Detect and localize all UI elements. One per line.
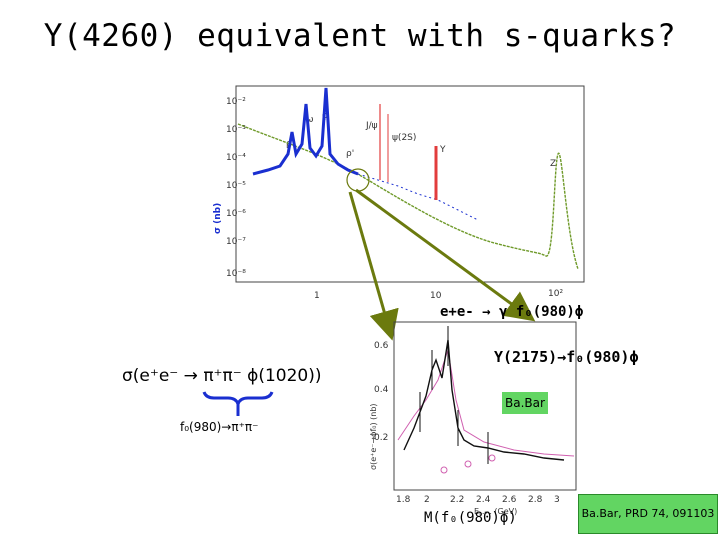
peak-annotation: ρ' [346, 149, 354, 159]
open-marker [464, 460, 472, 468]
open-marker [488, 454, 496, 462]
resonance-label: Y(2175)→f₀(980)ϕ [494, 348, 639, 366]
x-tick: 10 [430, 291, 442, 301]
plot-frame [235, 85, 585, 283]
peak-annotation: Υ [439, 145, 446, 155]
open-marker [440, 466, 448, 474]
x-tick: 1.8 [396, 495, 411, 505]
x-tick: 2.6 [502, 495, 517, 505]
babar-badge: Ba.Bar [502, 392, 548, 414]
y-tick: 0.2 [374, 433, 388, 443]
x-tick: 2.8 [528, 495, 543, 505]
low-energy-data [252, 87, 359, 176]
plot-frame [393, 321, 577, 491]
x-tick: 2.4 [476, 495, 491, 505]
x-tick: 2 [424, 495, 430, 505]
y-tick: 10⁻⁸ [226, 269, 246, 279]
y-tick: 0.4 [374, 385, 389, 395]
y-axis-label: σ(e⁺e⁻→ϕf₀) (nb) [369, 403, 378, 470]
main-formula: σ(e⁺e⁻ → π⁺π⁻ ϕ(1020)) [122, 366, 322, 386]
highlight-circle [346, 168, 370, 192]
mass-axis-label: M(f₀(980)ϕ) [424, 510, 517, 526]
y-tick: 10⁻⁵ [226, 181, 246, 191]
process-label: e+e- → γ f₀(980)ϕ [440, 304, 584, 320]
y-tick: 10⁻³ [226, 125, 246, 135]
peak-annotation: J/ψ [365, 121, 378, 131]
y-tick: 10⁻⁶ [226, 209, 246, 219]
slide-title: Y(4260) equivalent with s-quarks? [43, 18, 677, 54]
peak-annotation: ψ(2S) [392, 133, 416, 143]
data-points [403, 339, 565, 461]
x-tick: 1 [314, 291, 320, 301]
y-tick: 10⁻² [226, 97, 246, 107]
x-axis-label: E꜀.ₘ. (GeV) [474, 507, 517, 516]
peak-annotation: ω [306, 115, 314, 125]
x-tick: 3 [554, 495, 560, 505]
phi-f0-cross-section-plot: 0.6 0.4 0.2 1.8 2 2.2 2.4 2.6 2.8 3 E꜀.ₘ… [369, 321, 577, 516]
formula-brace [202, 391, 274, 409]
y-axis-label: σ (nb) [213, 203, 223, 234]
mid-energy-data [357, 173, 479, 221]
reference-box: Ba.Bar, PRD 74, 091103 [578, 494, 718, 534]
sub-formula: f₀(980)→π⁺π⁻ [180, 420, 259, 434]
cross-section-plot: 10⁻² 10⁻³ 10⁻⁴ 10⁻⁵ 10⁻⁶ 10⁻⁷ 10⁻⁸ 1 10 … [213, 85, 585, 301]
x-tick: 10² [548, 289, 563, 299]
error-bars [419, 326, 489, 464]
y-tick: 10⁻⁴ [226, 153, 246, 163]
y-tick: 0.6 [374, 341, 389, 351]
x-tick: 2.2 [450, 495, 464, 505]
y-tick: 10⁻⁷ [226, 237, 246, 247]
peak-annotation: Z [550, 159, 556, 169]
